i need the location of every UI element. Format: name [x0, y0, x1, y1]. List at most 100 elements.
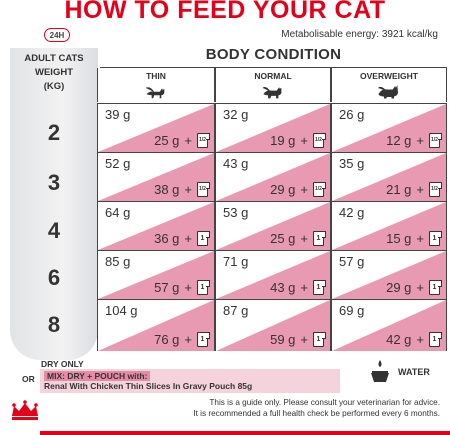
mix-dry-amount: 43 g	[270, 280, 296, 295]
mix-dry-amount: 29 g	[270, 182, 296, 197]
water-bowl-icon	[371, 360, 389, 382]
weight-panel	[10, 48, 98, 360]
mix-amount: 29 g +1/2	[270, 182, 326, 197]
plus-sign: +	[300, 332, 308, 347]
cell-diagonal	[332, 104, 446, 152]
mix-amount: 12 g +1/2	[386, 133, 442, 148]
legend-or: OR	[22, 374, 35, 384]
pouch-icon: 1/2	[313, 182, 326, 197]
feeding-cell: 43 g 29 g +1/2	[215, 152, 331, 201]
column-overweight-label: OVERWEIGHT	[360, 71, 418, 81]
mix-dry-amount: 59 g	[270, 332, 296, 347]
cell-diagonal	[216, 202, 330, 250]
dry-only-amount: 57 g	[339, 254, 365, 269]
mix-dry-amount: 15 g	[386, 231, 412, 246]
feeding-cell: 104 g 76 g +1	[97, 299, 215, 351]
mix-dry-amount: 76 g	[154, 332, 180, 347]
mix-amount: 25 g +1/2	[154, 133, 210, 148]
pouch-icon: 1	[197, 280, 210, 295]
mix-amount: 29 g +1	[386, 280, 442, 295]
mix-dry-amount: 25 g	[154, 133, 180, 148]
feeding-cell: 35 g 21 g +1/2	[331, 152, 447, 201]
column-overweight: OVERWEIGHT	[331, 68, 447, 102]
dry-only-amount: 104 g	[105, 303, 138, 318]
thin-cat-icon	[145, 87, 165, 99]
mix-amount: 42 g +1	[386, 332, 442, 347]
plus-sign: +	[416, 231, 424, 246]
footer-line-2: It is recommended a full health check be…	[193, 409, 440, 418]
pouch-icon: 1	[313, 231, 326, 246]
overweight-cat-icon	[378, 85, 399, 99]
plus-sign: +	[416, 280, 424, 295]
legend-mix-product: Renal With Chicken Thin Slices In Gravy …	[44, 381, 253, 391]
cell-diagonal	[216, 104, 330, 152]
pouch-icon: 1/2	[429, 182, 442, 197]
cell-diagonal	[98, 202, 214, 250]
metabolisable-energy: Metabolisable energy: 3921 kcal/kg	[281, 29, 438, 40]
pouch-icon: 1/2	[313, 133, 326, 148]
footer-note: This is a guide only. Please consult you…	[120, 397, 440, 419]
weight-value: 2	[47, 120, 61, 145]
pouch-icon: 1	[197, 231, 210, 246]
weight-value: 8	[47, 312, 61, 337]
mix-dry-amount: 36 g	[154, 231, 180, 246]
pouch-icon: 1	[313, 280, 326, 295]
plus-sign: +	[300, 280, 308, 295]
legend-mix-box: MIX: DRY + POUCH with: Renal With Chicke…	[40, 369, 340, 393]
plus-sign: +	[184, 280, 192, 295]
plus-sign: +	[300, 182, 308, 197]
pouch-icon: 1	[429, 231, 442, 246]
pouch-icon: 1/2	[197, 182, 210, 197]
cell-diagonal	[216, 300, 330, 351]
weight-header-line-2: WEIGHT	[35, 67, 73, 78]
weight-value: 6	[47, 265, 61, 290]
mix-dry-amount: 38 g	[154, 182, 180, 197]
page-title: HOW TO FEED YOUR CAT	[64, 0, 386, 24]
royal-canin-crown-logo	[12, 400, 38, 420]
dry-only-amount: 64 g	[105, 205, 131, 220]
plus-sign: +	[184, 231, 192, 246]
cell-diagonal	[98, 153, 214, 201]
pouch-icon: 1	[429, 280, 442, 295]
legend-water-label: WATER	[398, 367, 430, 377]
dry-only-amount: 43 g	[223, 156, 249, 171]
mix-amount: 15 g +1	[386, 231, 442, 246]
dry-only-amount: 71 g	[223, 254, 249, 269]
cell-diagonal	[332, 153, 446, 201]
cell-diagonal	[332, 202, 446, 250]
mix-amount: 21 g +1/2	[386, 182, 442, 197]
pouch-icon: 1/2	[197, 133, 210, 148]
pouch-icon: 1	[429, 332, 442, 347]
body-condition-header: BODY CONDITION	[100, 46, 447, 68]
feeding-cell: 32 g 19 g +1/2	[215, 103, 331, 152]
cell-diagonal	[98, 300, 214, 351]
feeding-cell: 53 g 25 g +1	[215, 201, 331, 250]
pouch-icon: 1	[313, 332, 326, 347]
dry-only-amount: 32 g	[223, 107, 249, 122]
cell-diagonal	[216, 251, 330, 299]
mix-dry-amount: 29 g	[386, 280, 412, 295]
dry-only-amount: 39 g	[105, 107, 131, 122]
weight-header-line-3: (KG)	[43, 81, 65, 92]
plus-sign: +	[184, 332, 192, 347]
feeding-cell: 87 g 59 g +1	[215, 299, 331, 351]
feeding-cell: 57 g 29 g +1	[331, 250, 447, 299]
mix-amount: 59 g +1	[270, 332, 326, 347]
feeding-cell: 39 g 25 g +1/2	[97, 103, 215, 152]
plus-sign: +	[416, 182, 424, 197]
dry-only-amount: 42 g	[339, 205, 365, 220]
mix-amount: 43 g +1	[270, 280, 326, 295]
mix-dry-amount: 19 g	[270, 133, 296, 148]
dry-only-amount: 69 g	[339, 303, 365, 318]
mix-amount: 38 g +1/2	[154, 182, 210, 197]
mix-amount: 36 g +1	[154, 231, 210, 246]
column-thin-label: THIN	[146, 71, 166, 81]
feeding-cell: 42 g 15 g +1	[331, 201, 447, 250]
legend-water: WATER	[342, 352, 442, 392]
mix-dry-amount: 25 g	[270, 231, 296, 246]
feeding-cell: 64 g 36 g +1	[97, 201, 215, 250]
cell-diagonal	[98, 104, 214, 152]
dry-only-amount: 87 g	[223, 303, 249, 318]
footer-line-1: This is a guide only. Please consult you…	[209, 398, 440, 407]
mix-dry-amount: 21 g	[386, 182, 412, 197]
